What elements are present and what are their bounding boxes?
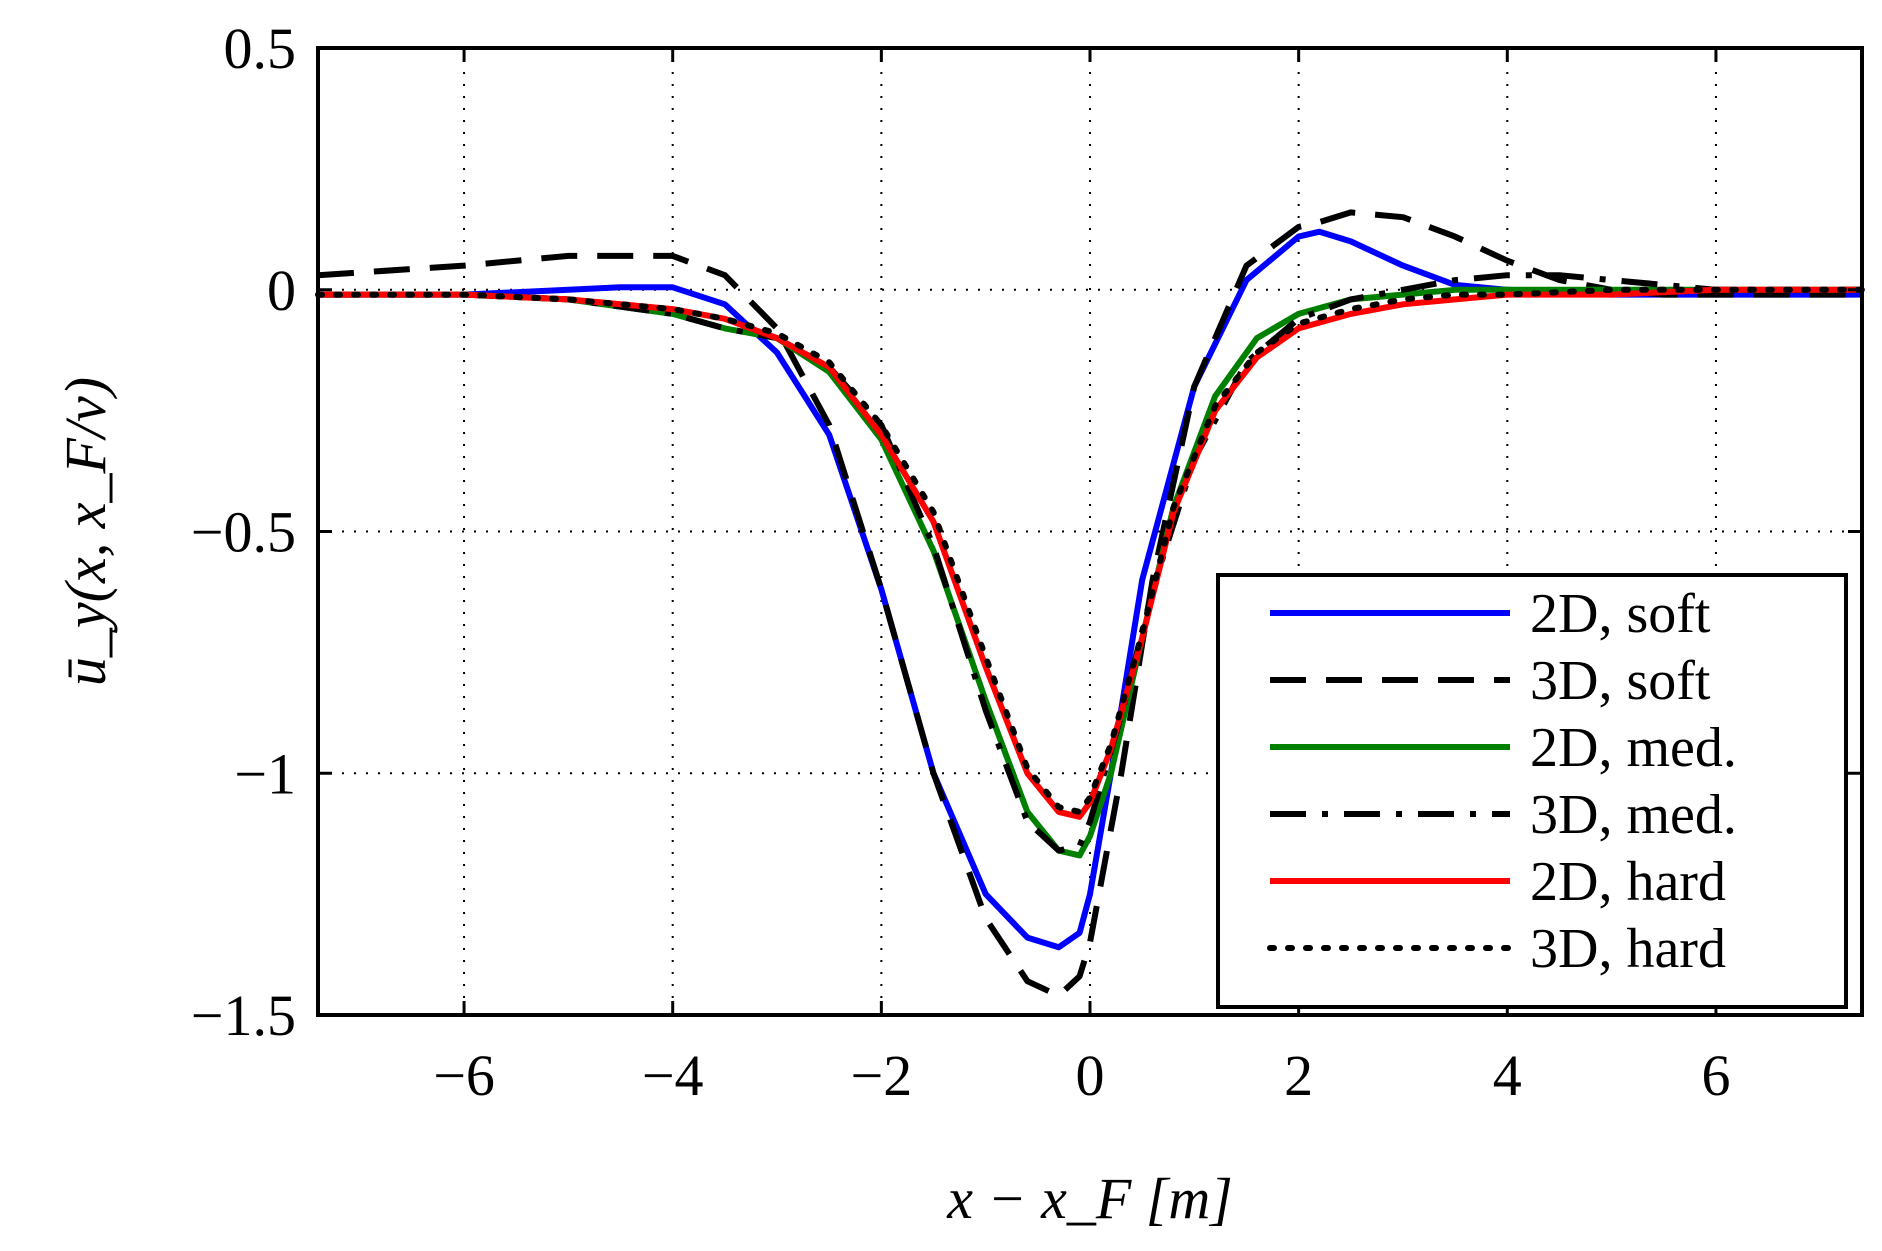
x-axis-label: x − x_F [m]	[946, 1166, 1233, 1231]
legend-label-1: 3D, soft	[1530, 650, 1711, 712]
y-tick-label: −1	[234, 741, 296, 806]
x-tick-label: −2	[850, 1043, 912, 1108]
axis-ticks: −6 −4 −2 0 2 4 6 0.5 0 −0.5 −1 −1.5	[191, 16, 1862, 1108]
legend-label-0: 2D, soft	[1530, 583, 1711, 645]
x-tick-label: 4	[1493, 1043, 1522, 1108]
y-axis-label-text: ū_y(x, x_F/v)	[53, 377, 118, 686]
y-tick-label: −0.5	[191, 500, 296, 565]
x-tick-label: −4	[642, 1043, 704, 1108]
y-axis-label: ū_y(x, x_F/v)	[53, 377, 118, 686]
legend-label-4: 2D, hard	[1530, 851, 1726, 913]
legend-label-3: 3D, med.	[1530, 784, 1737, 846]
series-line-1	[317, 209, 1862, 999]
y-tick-label: 0.5	[224, 16, 297, 81]
y-tick-label: −1.5	[191, 983, 296, 1048]
legend-label-5: 3D, hard	[1530, 918, 1726, 980]
series-lines	[315, 209, 1865, 999]
x-tick-label: −6	[433, 1043, 495, 1108]
legend-label-2: 2D, med.	[1530, 717, 1737, 779]
x-tick-label: 2	[1284, 1043, 1313, 1108]
series-line-0	[318, 228, 1862, 951]
x-axis-label-text: x − x_F [m]	[946, 1166, 1233, 1231]
series-line-5	[315, 286, 1865, 815]
x-tick-label: 0	[1076, 1043, 1105, 1108]
legend-box	[1216, 573, 1848, 1009]
x-tick-label: 6	[1701, 1043, 1730, 1108]
y-tick-label: 0	[267, 258, 296, 323]
